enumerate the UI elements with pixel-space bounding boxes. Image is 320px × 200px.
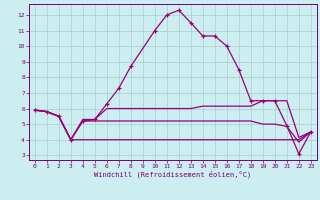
X-axis label: Windchill (Refroidissement éolien,°C): Windchill (Refroidissement éolien,°C) bbox=[94, 170, 252, 178]
